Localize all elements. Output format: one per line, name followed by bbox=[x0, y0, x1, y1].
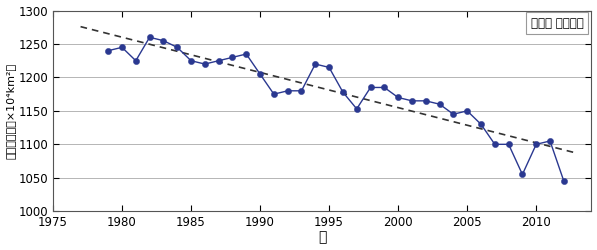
X-axis label: 年: 年 bbox=[318, 230, 327, 244]
Text: 北極域 年平均値: 北極域 年平均値 bbox=[531, 16, 583, 30]
Y-axis label: 海氷域面積（×10⁴km²）: 海氷域面積（×10⁴km²） bbox=[5, 63, 16, 159]
